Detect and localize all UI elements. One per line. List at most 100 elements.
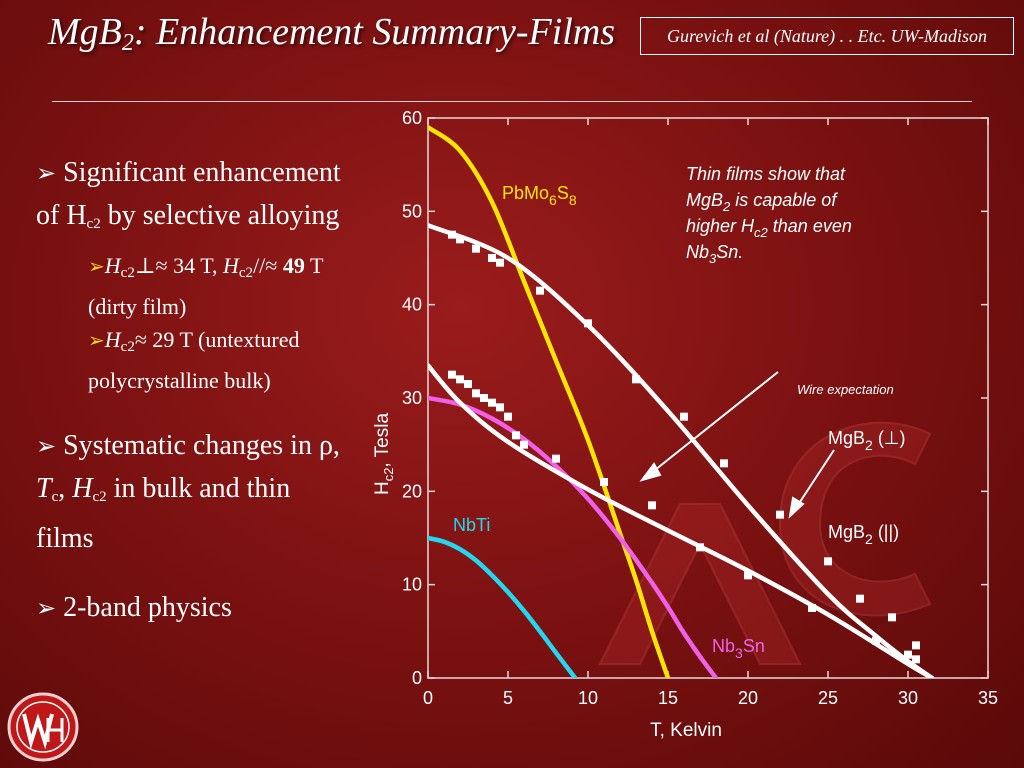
- data-point-perp: [480, 394, 488, 402]
- note-4sub: 3: [709, 251, 717, 266]
- data-point-perp: [872, 636, 880, 645]
- label-nb3sn: Nb3Sn: [712, 636, 765, 661]
- university-crest-logo: [7, 692, 79, 762]
- data-point-parallel: [888, 613, 896, 622]
- data-point-perp: [648, 501, 656, 510]
- x-tick-label: 0: [423, 688, 433, 708]
- data-point-perp: [512, 431, 520, 440]
- data-point-perp: [448, 370, 456, 379]
- bullet-arrow-icon: ➢: [36, 434, 57, 460]
- x-tick-label: 35: [978, 688, 998, 708]
- x-tick-label: 30: [898, 688, 918, 708]
- bullet-1-sublist: ➢Hc2⊥≈ 34 T, Hc2//≈ 49 T (dirty film) ➢H…: [88, 249, 346, 397]
- y-tick-label: 0: [412, 668, 422, 688]
- wire-expectation-label: Wire expectation: [797, 382, 894, 397]
- par-a: MgB: [828, 522, 865, 542]
- note-2sub: 2: [722, 199, 731, 214]
- bullet-2-tsub: c: [51, 489, 59, 505]
- y-axis-label: Hc2, Tesla: [372, 413, 396, 495]
- x-axis-label: T, Kelvin: [650, 720, 722, 741]
- note-2a: MgB: [686, 190, 723, 210]
- arrow-perp-line: [649, 371, 779, 475]
- annotation-arrows: [639, 371, 835, 519]
- slide-title: MgB2: Enhancement Summary-Films: [48, 10, 615, 57]
- x-tick-label: 20: [738, 688, 758, 708]
- note-3b: than even: [768, 216, 852, 236]
- arrow-perp-head-icon: [639, 462, 662, 482]
- series-curves: [428, 125, 935, 678]
- label-nbti: NbTi: [453, 515, 490, 535]
- data-point-perp: [488, 398, 496, 407]
- perp-a: MgB: [828, 428, 865, 448]
- sub-1-h2: H: [223, 253, 239, 278]
- reference-text: Gurevich et al (Nature) . . Etc. UW-Madi…: [667, 25, 987, 46]
- bullet-1: ➢ Significant enhancement of Hc2 by sele…: [36, 152, 346, 397]
- sub-1-hsub2: c2: [238, 265, 254, 281]
- x-tick-label: 10: [578, 688, 598, 708]
- data-point-perp: [496, 403, 504, 412]
- note-line-4: Nb3Sn.: [686, 242, 743, 266]
- bullet-3: ➢ 2-band physics: [36, 587, 346, 630]
- data-point-perp: [744, 571, 752, 580]
- data-point-perp: [808, 604, 816, 612]
- x-tick-label: 25: [818, 688, 838, 708]
- sub-1-bold: 49: [282, 253, 305, 278]
- perp-sub: 2: [865, 437, 873, 453]
- sub-2-hsub: c2: [120, 339, 135, 355]
- data-points: [448, 230, 920, 664]
- bullet-2-hsub: c2: [92, 489, 107, 505]
- y-tick-label: 10: [402, 575, 422, 595]
- note-line-3: higher Hc2 than even: [686, 216, 852, 240]
- data-point-parallel: [904, 650, 912, 659]
- y-label-tail: , Tesla: [372, 413, 393, 468]
- data-point-perp: [464, 380, 472, 388]
- bullet-2: ➢ Systematic changes in ρ, Tc, Hc2 in bu…: [36, 425, 346, 559]
- data-point-parallel: [472, 244, 480, 253]
- series-line-0: [428, 125, 671, 678]
- data-point-perp: [600, 478, 608, 486]
- title-rest: : Enhancement Summary-Films: [133, 11, 616, 53]
- par-sub: 2: [865, 531, 873, 547]
- title-text: MgB: [48, 11, 122, 53]
- pbmo-sub2: 8: [569, 192, 577, 208]
- data-point-parallel: [448, 230, 456, 239]
- data-point-parallel: [496, 258, 504, 267]
- sub-bullet-arrow-icon: ➢: [88, 330, 105, 352]
- note-4b: Sn.: [716, 242, 743, 262]
- bullet-1-sub: c2: [86, 216, 101, 232]
- bullet-3-text: 2-band physics: [63, 592, 232, 623]
- bullet-2-comma: ,: [58, 473, 73, 504]
- note-2b: is capable of: [730, 190, 838, 210]
- bullet-list: ➢ Significant enhancement of Hc2 by sele…: [36, 152, 346, 630]
- y-tick-label: 30: [402, 388, 422, 408]
- sub-bullet-2: ➢Hc2≈ 29 T (untextured polycrystalline b…: [88, 323, 346, 397]
- sub-1-h: H: [104, 253, 121, 278]
- bullet-2-a: Systematic changes in ρ,: [63, 430, 340, 461]
- arrow-par-head-icon: [788, 496, 805, 519]
- axis-ticks: 0 5 10 15 20 25 30 35 0 10 20 30 40 50 60: [402, 108, 998, 708]
- note-3a: higher H: [686, 216, 755, 236]
- pbmo-b: S: [557, 183, 569, 203]
- pbmo-sub: 6: [549, 192, 557, 208]
- x-tick-label: 5: [503, 688, 513, 708]
- perp-b: (⊥): [873, 428, 906, 448]
- data-point-parallel: [776, 510, 784, 519]
- sub-2-h: H: [104, 327, 121, 352]
- data-point-parallel: [720, 459, 728, 468]
- sub-2-a: ≈ 29 T (untextured polycrystalline bulk): [88, 327, 300, 393]
- series-line-4: [428, 363, 935, 678]
- data-point-perp: [520, 440, 528, 449]
- data-point-perp: [472, 389, 480, 398]
- data-point-parallel: [536, 286, 544, 295]
- data-point-perp: [456, 375, 464, 384]
- data-point-parallel: [680, 412, 688, 421]
- data-point-perp: [552, 454, 560, 463]
- y-tick-label: 40: [402, 295, 422, 315]
- y-label-sub: c2: [381, 468, 396, 482]
- thin-film-note: Thin films show that MgB2 is capable of …: [686, 164, 852, 266]
- reference-box: Gurevich et al (Nature) . . Etc. UW-Madi…: [640, 17, 1014, 55]
- label-mgb2-par: MgB2 (||): [828, 522, 899, 547]
- data-point-parallel: [824, 557, 832, 566]
- sub-bullet-1: ➢Hc2⊥≈ 34 T, Hc2//≈ 49 T (dirty film): [88, 249, 346, 323]
- bullet-arrow-icon: ➢: [36, 161, 57, 187]
